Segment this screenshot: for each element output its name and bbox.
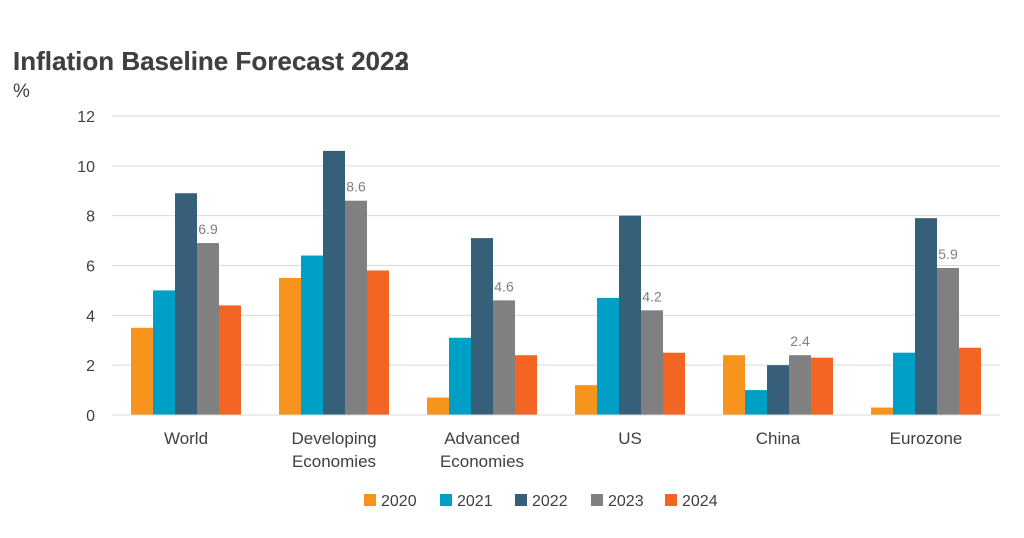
data-label: 6.9 xyxy=(198,221,218,237)
y-tick-label: 2 xyxy=(86,358,95,375)
bar-2023-1 xyxy=(345,200,367,415)
legend-swatch-2020 xyxy=(364,494,376,506)
bar-2024-3 xyxy=(663,352,685,415)
bar-2023-2 xyxy=(493,300,515,415)
bar-2020-1 xyxy=(279,277,301,415)
legend-label-2022: 2022 xyxy=(532,493,568,510)
legend-label-2024: 2024 xyxy=(682,493,718,510)
bar-2022-1 xyxy=(323,150,345,415)
bar-2021-0 xyxy=(153,290,175,415)
bar-2022-2 xyxy=(471,238,493,415)
category-label: Eurozone xyxy=(890,429,963,448)
bar-2023-5 xyxy=(937,267,959,415)
bar-2023-0 xyxy=(197,243,219,415)
category-label: Advanced xyxy=(444,429,520,448)
data-label: 8.6 xyxy=(346,179,366,195)
bar-2024-1 xyxy=(367,270,389,415)
chart-title-2022: Inflation Baseline Forecast 2022 xyxy=(13,46,409,76)
bar-2021-4 xyxy=(745,390,767,415)
category-label: China xyxy=(756,429,801,448)
legend-label-2021: 2021 xyxy=(457,493,493,510)
bar-2021-3 xyxy=(597,297,619,415)
category-label: Economies xyxy=(440,452,524,471)
bar-2022-5 xyxy=(915,218,937,415)
bar-2021-5 xyxy=(893,352,915,415)
bar-2020-3 xyxy=(575,385,597,415)
legend-swatch-2023 xyxy=(591,494,603,506)
data-label: 4.6 xyxy=(494,278,514,294)
bar-2021-2 xyxy=(449,337,471,415)
bar-2024-2 xyxy=(515,355,537,415)
bar-2024-5 xyxy=(959,347,981,415)
bar-2022-3 xyxy=(619,215,641,415)
category-label: Economies xyxy=(292,452,376,471)
data-label: 4.2 xyxy=(642,288,662,304)
category-label: Developing xyxy=(291,429,376,448)
bar-2024-0 xyxy=(219,305,241,415)
bar-2020-2 xyxy=(427,397,449,415)
bar-2022-0 xyxy=(175,193,197,415)
legend-label-2023: 2023 xyxy=(608,493,644,510)
bar-2023-3 xyxy=(641,310,663,415)
legend-label-2020: 2020 xyxy=(381,493,417,510)
legend-swatch-2021 xyxy=(440,494,452,506)
chart-title-2023: Inflation Baseline Forecast 2023 xyxy=(13,46,409,76)
legend-swatch-2022 xyxy=(515,494,527,506)
y-unit-label: % xyxy=(13,81,30,102)
plot-area: 0 2 4 6 8 10 12 6.9 World 8.6 Developing Economies 4… xyxy=(77,109,1000,471)
y-tick-label: 6 xyxy=(86,259,95,276)
bar-2020-4 xyxy=(723,355,745,415)
legend-swatch-2024 xyxy=(665,494,677,506)
bar-2020-0 xyxy=(131,327,153,415)
y-tick-label: 8 xyxy=(86,209,95,226)
category-label: World xyxy=(164,429,208,448)
bar-2023-4 xyxy=(789,355,811,415)
bar-2020-5 xyxy=(871,407,893,415)
data-label: 5.9 xyxy=(938,246,958,262)
category-label: US xyxy=(618,429,642,448)
y-tick-label: 0 xyxy=(86,408,95,425)
bar-2024-4 xyxy=(811,357,833,415)
y-tick-label: 4 xyxy=(86,308,95,325)
y-tick-label: 12 xyxy=(77,109,95,126)
bar-2021-1 xyxy=(301,255,323,415)
data-label: 2.4 xyxy=(790,333,810,349)
bar-2022-4 xyxy=(767,365,789,415)
legend: 2020 2021 2022 2023 2024 xyxy=(364,493,718,510)
y-tick-label: 10 xyxy=(77,159,95,176)
